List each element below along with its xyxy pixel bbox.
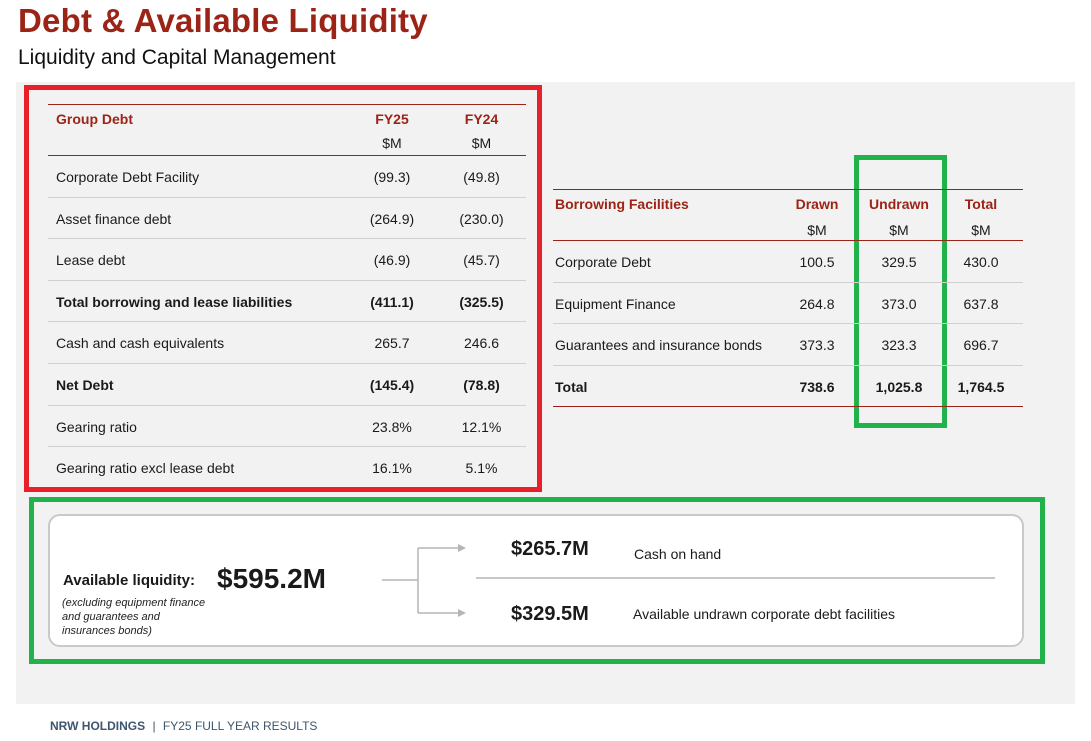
row-label: Total borrowing and lease liabilities — [56, 293, 293, 310]
row-label: Gearing ratio excl lease debt — [56, 460, 235, 477]
fy24-value: 5.1% — [465, 460, 498, 477]
column-header-total: Total — [964, 196, 998, 212]
unit-label-drawn: $M — [807, 222, 827, 238]
undrawn-facilities-label: Available undrawn corporate debt facilit… — [633, 606, 896, 622]
footer-company: NRW HOLDINGS — [50, 719, 146, 733]
fy25-value: (411.1) — [370, 293, 414, 310]
drawn-value: 373.3 — [799, 337, 835, 354]
fy25-value: (99.3) — [373, 169, 411, 185]
unit-label-undrawn: $M — [889, 222, 909, 238]
row-label: Asset finance debt — [56, 210, 172, 227]
row-label: Gearing ratio — [56, 418, 137, 435]
unit-label-total: $M — [971, 222, 991, 238]
group-debt-highlight — [24, 85, 542, 492]
column-header-fy24: FY24 — [464, 111, 499, 127]
table-row: Cash and cash equivalents 265.7 246.6 — [48, 322, 526, 364]
liquidity-label: Available liquidity: — [63, 572, 195, 589]
fy24-value: (230.0) — [459, 210, 504, 227]
row-label: Guarantees and insurance bonds — [555, 337, 763, 354]
liquidity-note: (excluding equipment finance and guarant… — [62, 597, 206, 637]
undrawn-facilities-amount: $329.5M — [511, 603, 589, 625]
fy25-value: (264.9) — [369, 210, 415, 227]
footer: NRW HOLDINGS | FY25 FULL YEAR RESULTS — [50, 719, 317, 733]
drawn-value: 738.6 — [799, 378, 835, 395]
fy24-value: 12.1% — [461, 418, 502, 435]
row-label: Cash and cash equivalents — [56, 335, 225, 352]
undrawn-value: 323.3 — [881, 337, 917, 354]
table-row: Total 738.6 1,025.8 1,764.5 — [553, 366, 1023, 408]
table-row: Net Debt (145.4) (78.8) — [48, 364, 526, 406]
row-label: Corporate Debt Facility — [56, 169, 200, 185]
unit-label-fy24: $M — [471, 135, 492, 151]
table-row: Gearing ratio excl lease debt 16.1% 5.1% — [48, 447, 526, 489]
footer-text: FY25 FULL YEAR RESULTS — [162, 719, 318, 733]
page-title: Debt & Available Liquidity — [18, 2, 428, 39]
total-value: 696.7 — [963, 337, 999, 354]
liquidity-total: $595.2M — [217, 563, 326, 594]
row-label: Corporate Debt — [555, 254, 651, 270]
fy24-value: 246.6 — [463, 335, 500, 352]
unit-label-fy25: $M — [382, 135, 402, 151]
row-label: Total — [555, 378, 588, 395]
undrawn-column-highlight — [854, 155, 947, 428]
fy25-value: 16.1% — [372, 460, 412, 477]
table-row: Corporate Debt 100.5 329.5 430.0 — [553, 241, 1023, 283]
undrawn-value: 329.5 — [881, 254, 917, 270]
table-row: Corporate Debt Facility (99.3) (49.8) — [48, 156, 526, 198]
fy24-value: (49.8) — [463, 169, 500, 185]
fy25-value: 23.8% — [372, 418, 412, 435]
fy24-value: (325.5) — [459, 293, 504, 310]
table-row: Guarantees and insurance bonds 373.3 323.3… — [553, 324, 1023, 366]
cash-on-hand-amount: $265.7M — [511, 538, 589, 560]
row-label: Equipment Finance — [555, 295, 676, 312]
table-row: Gearing ratio 23.8% 12.1% — [48, 406, 526, 448]
undrawn-value: 373.0 — [881, 295, 917, 312]
fy24-value: (45.7) — [463, 252, 500, 269]
undrawn-value: 1,025.8 — [875, 378, 923, 395]
fy25-value: (145.4) — [369, 376, 415, 393]
fy25-value: (46.9) — [373, 252, 411, 269]
total-value: 637.8 — [963, 295, 999, 312]
page-subtitle: Liquidity and Capital Management — [18, 46, 336, 69]
borrowing-facilities-table: Borrowing Facilities Drawn Undrawn Total… — [553, 189, 1023, 408]
row-label: Net Debt — [56, 376, 114, 393]
fy24-value: (78.8) — [463, 376, 500, 393]
fy25-value: 265.7 — [374, 335, 410, 352]
column-header-drawn: Drawn — [795, 196, 839, 212]
liquidity-card — [48, 514, 1024, 647]
liquidity-connector-arrows — [382, 544, 466, 617]
table-row: Equipment Finance 264.8 373.0 637.8 — [553, 283, 1023, 325]
column-header-undrawn: Undrawn — [869, 196, 929, 212]
group-debt-header: Group Debt FY25 FY24 $M $M — [48, 104, 526, 156]
row-label: Lease debt — [56, 252, 126, 269]
liquidity-highlight — [29, 497, 1045, 664]
table-row: Lease debt (46.9) (45.7) — [48, 239, 526, 281]
cash-on-hand-label: Cash on hand — [634, 546, 722, 562]
liquidity-divider — [476, 577, 995, 579]
table-row: Total borrowing and lease liabilities (41… — [48, 281, 526, 323]
borrowing-facilities-heading: Borrowing Facilities — [555, 196, 689, 212]
total-value: 430.0 — [963, 254, 999, 270]
column-header-fy25: FY25 — [375, 111, 409, 127]
drawn-value: 264.8 — [799, 295, 835, 312]
borrowing-facilities-header: Borrowing Facilities Drawn Undrawn Total… — [553, 189, 1023, 241]
drawn-value: 100.5 — [799, 254, 835, 270]
group-debt-heading: Group Debt — [56, 111, 133, 127]
footer-separator: | — [152, 719, 156, 733]
total-value: 1,764.5 — [957, 378, 1005, 395]
group-debt-table: Group Debt FY25 FY24 $M $M Corporate Deb… — [48, 104, 526, 489]
table-row: Asset finance debt (264.9) (230.0) — [48, 198, 526, 240]
